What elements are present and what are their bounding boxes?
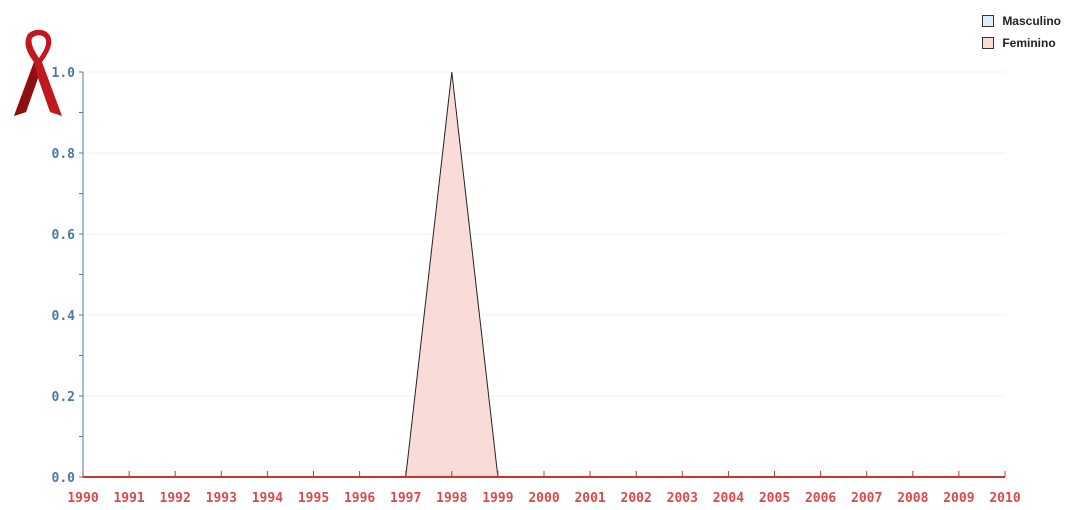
x-tick-label: 1996 [344,491,375,506]
x-tick-label: 2009 [943,491,974,506]
series-line-feminino [83,71,1005,478]
x-tick-label: 1999 [482,491,513,506]
x-tick-label: 2007 [851,491,882,506]
legend-swatch-masculino [982,15,995,27]
legend-swatch-feminino [982,37,995,49]
x-tick-label: 2004 [713,491,744,506]
x-tick-label: 1998 [436,491,467,506]
y-tick-label: 1.0 [52,66,76,81]
legend-label-feminino: Feminino [1002,36,1056,50]
y-tick-label: 0.4 [52,309,76,324]
x-tick-label: 2006 [805,491,836,506]
axes [79,71,1006,478]
legend-label-masculino: Masculino [1002,14,1061,28]
x-tick-label: 1993 [206,491,237,506]
series-area-feminino [83,72,1005,477]
grid-lines [83,71,1005,478]
x-tick-label: 1995 [298,491,329,506]
x-tick-label: 2000 [528,491,559,506]
plot-area [83,71,1005,478]
x-tick-label: 2002 [621,491,652,506]
red-ribbon-icon [14,29,62,116]
x-tick-label: 2003 [667,491,698,506]
legend-item-masculino: Masculino [982,10,1061,32]
y-tick-label: 0.6 [52,228,76,243]
x-tick-label: 2010 [989,491,1020,506]
y-tick-label: 0.2 [52,390,75,405]
x-tick-label: 1997 [390,491,421,506]
x-tick-label: 1994 [252,491,283,506]
x-tick-label: 2001 [574,491,605,506]
x-tick-label: 1990 [67,491,98,506]
x-tick-label: 2008 [897,491,928,506]
legend: Masculino Feminino [982,10,1061,54]
y-tick-label: 0.8 [52,147,76,162]
x-tick-label: 1992 [160,491,191,506]
y-axis-ticks: 0.0 0.2 0.4 0.6 0.8 1.0 [52,66,76,486]
x-axis-ticks: 1990 1991 1992 1993 1994 1995 1996 1997 1998 1999… [67,491,1020,506]
y-tick-label: 0.0 [52,471,76,486]
x-tick-label: 2005 [759,491,790,506]
x-tick-label: 1991 [113,491,144,506]
legend-item-feminino: Feminino [982,32,1061,54]
